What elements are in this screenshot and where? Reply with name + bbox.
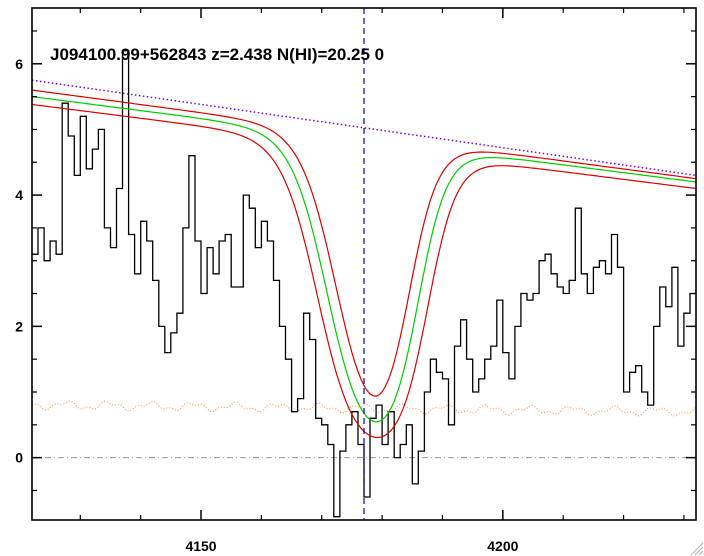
plot-frame bbox=[31, 7, 697, 521]
y-tick-label: 2 bbox=[15, 318, 23, 334]
curves-layer bbox=[31, 8, 697, 520]
error-spectrum bbox=[31, 400, 697, 417]
chart-title: J094100.99+562843 z=2.438 N(HI)=20.25 0 bbox=[50, 45, 384, 64]
y-tick-label: 4 bbox=[15, 187, 23, 203]
y-tick-label: 0 bbox=[15, 450, 23, 466]
x-tick-label: 4150 bbox=[185, 538, 216, 554]
x-tick-label: 4200 bbox=[487, 538, 518, 554]
resize-grip-icon[interactable] bbox=[688, 540, 704, 556]
flux-spectrum bbox=[32, 50, 696, 518]
y-tick-label: 6 bbox=[15, 56, 23, 72]
ticks-layer: 4150 4200 0 2 4 6 bbox=[15, 8, 696, 554]
fit-upper-bound bbox=[31, 89, 697, 397]
axes-layer bbox=[31, 7, 697, 521]
